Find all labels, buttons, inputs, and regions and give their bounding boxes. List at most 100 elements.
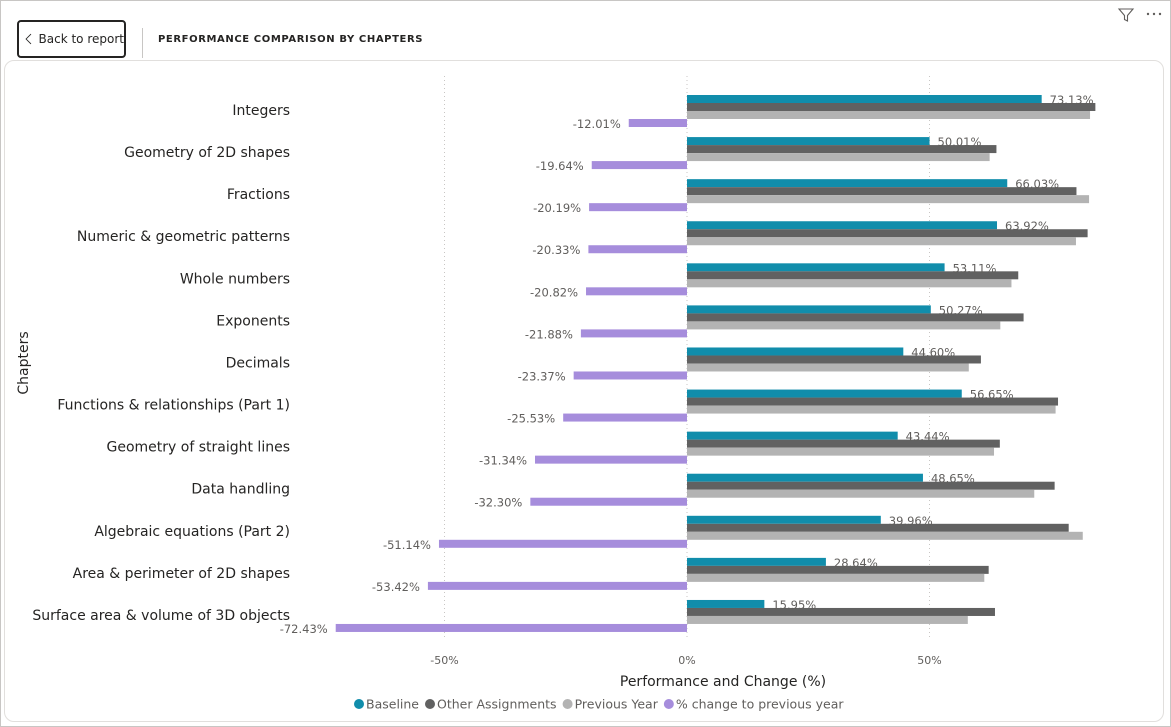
change-data-label: -20.82%	[530, 285, 578, 299]
bar-baseline[interactable]	[687, 473, 923, 482]
change-data-label: -31.34%	[479, 454, 527, 468]
bar-baseline[interactable]	[687, 557, 826, 566]
change-data-label: -53.42%	[372, 580, 420, 594]
bar-baseline[interactable]	[687, 389, 962, 398]
bar--change-to-previous-year[interactable]	[427, 581, 687, 590]
change-data-label: -72.43%	[280, 622, 328, 636]
bar-baseline[interactable]	[687, 263, 945, 272]
more-options-icon[interactable]	[1145, 6, 1163, 24]
bar-previous-year[interactable]	[687, 321, 1001, 330]
bar-other-assignments[interactable]	[687, 229, 1088, 238]
category-label: Area & perimeter of 2D shapes	[73, 566, 290, 582]
category-label: Whole numbers	[180, 271, 290, 287]
bar--change-to-previous-year[interactable]	[573, 371, 687, 380]
legend-label[interactable]: % change to previous year	[676, 697, 845, 712]
bar-previous-year[interactable]	[687, 573, 985, 582]
baseline-data-label: 43.44%	[906, 430, 950, 444]
bar--change-to-previous-year[interactable]	[591, 161, 687, 170]
bar-other-assignments[interactable]	[687, 397, 1059, 406]
bar-other-assignments[interactable]	[687, 355, 981, 364]
bar--change-to-previous-year[interactable]	[589, 203, 687, 212]
bar-baseline[interactable]	[687, 347, 904, 356]
bar-previous-year[interactable]	[687, 111, 1091, 119]
bar-previous-year[interactable]	[687, 615, 968, 624]
bar-baseline[interactable]	[687, 137, 930, 146]
bar-baseline[interactable]	[687, 221, 998, 230]
bar-previous-year[interactable]	[687, 531, 1083, 540]
bar-other-assignments[interactable]	[687, 607, 995, 616]
x-axis-title: Performance and Change (%)	[620, 674, 826, 690]
filter-icon[interactable]	[1117, 6, 1135, 24]
back-to-report-button[interactable]: Back to report	[17, 20, 126, 58]
bar-previous-year[interactable]	[687, 279, 1012, 288]
legend-marker	[425, 699, 435, 709]
bar-baseline[interactable]	[687, 305, 931, 314]
change-data-label: -20.33%	[532, 243, 580, 257]
category-label: Numeric & geometric patterns	[77, 229, 290, 245]
change-data-label: -23.37%	[518, 369, 566, 383]
baseline-data-label: 48.65%	[931, 472, 975, 486]
baseline-data-label: 53.11%	[953, 261, 997, 275]
baseline-data-label: 63.92%	[1005, 219, 1049, 233]
bar-previous-year[interactable]	[687, 195, 1090, 204]
bar--change-to-previous-year[interactable]	[580, 329, 687, 338]
bar-baseline[interactable]	[687, 95, 1042, 103]
legend-label[interactable]: Baseline	[366, 697, 419, 712]
legend-label[interactable]: Other Assignments	[437, 697, 557, 712]
category-label: Exponents	[216, 313, 290, 329]
bar-other-assignments[interactable]	[687, 565, 989, 574]
bar-other-assignments[interactable]	[687, 481, 1055, 490]
baseline-data-label: 73.13%	[1050, 93, 1094, 107]
bar--change-to-previous-year[interactable]	[563, 413, 687, 422]
bar-other-assignments[interactable]	[687, 103, 1096, 111]
bar--change-to-previous-year[interactable]	[530, 497, 687, 506]
chart-panel	[4, 60, 1164, 722]
change-data-label: -12.01%	[573, 117, 621, 131]
baseline-data-label: 66.03%	[1015, 177, 1059, 191]
bar-other-assignments[interactable]	[687, 523, 1069, 532]
bar-previous-year[interactable]	[687, 237, 1076, 246]
legend-label[interactable]: Previous Year	[575, 697, 659, 712]
bar-other-assignments[interactable]	[687, 313, 1024, 322]
bar-previous-year[interactable]	[687, 363, 969, 372]
change-data-label: -25.53%	[507, 412, 555, 426]
category-label: Algebraic equations (Part 2)	[94, 524, 290, 540]
bar-baseline[interactable]	[687, 515, 881, 524]
page-title: PERFORMANCE COMPARISON BY CHAPTERS	[158, 34, 424, 45]
change-data-label: -51.14%	[383, 538, 431, 552]
chevron-left-icon	[25, 33, 32, 45]
legend-marker	[562, 699, 573, 709]
bar--change-to-previous-year[interactable]	[335, 623, 687, 632]
bar--change-to-previous-year[interactable]	[438, 539, 687, 548]
bar-baseline[interactable]	[687, 431, 898, 440]
y-axis-title: Chapters	[16, 331, 32, 394]
bar--change-to-previous-year[interactable]	[535, 455, 687, 464]
bar--change-to-previous-year[interactable]	[588, 245, 687, 254]
bar-other-assignments[interactable]	[687, 439, 1000, 448]
baseline-data-label: 28.64%	[834, 556, 878, 570]
bar-previous-year[interactable]	[687, 153, 990, 162]
category-label: Geometry of 2D shapes	[124, 145, 290, 161]
bar-baseline[interactable]	[687, 179, 1008, 188]
change-data-label: -21.88%	[525, 327, 573, 341]
bar--change-to-previous-year[interactable]	[586, 287, 687, 296]
legend-marker	[663, 699, 674, 709]
baseline-data-label: 56.65%	[970, 388, 1014, 402]
legend-marker	[354, 699, 364, 709]
bar-other-assignments[interactable]	[687, 145, 997, 154]
x-tick-label: -50%	[430, 654, 458, 667]
category-label: Fractions	[227, 187, 290, 203]
category-label: Surface area & volume of 3D objects	[32, 608, 290, 624]
bar-other-assignments[interactable]	[687, 271, 1019, 280]
bar--change-to-previous-year[interactable]	[628, 119, 687, 127]
bar-other-assignments[interactable]	[687, 187, 1077, 196]
category-label: Functions & relationships (Part 1)	[57, 398, 290, 414]
bar-previous-year[interactable]	[687, 447, 995, 456]
bar-previous-year[interactable]	[687, 405, 1056, 414]
bar-baseline[interactable]	[687, 599, 765, 608]
category-label: Integers	[232, 103, 290, 119]
x-tick-label: 50%	[917, 654, 941, 667]
bar-previous-year[interactable]	[687, 489, 1035, 498]
baseline-data-label: 39.96%	[889, 514, 933, 528]
